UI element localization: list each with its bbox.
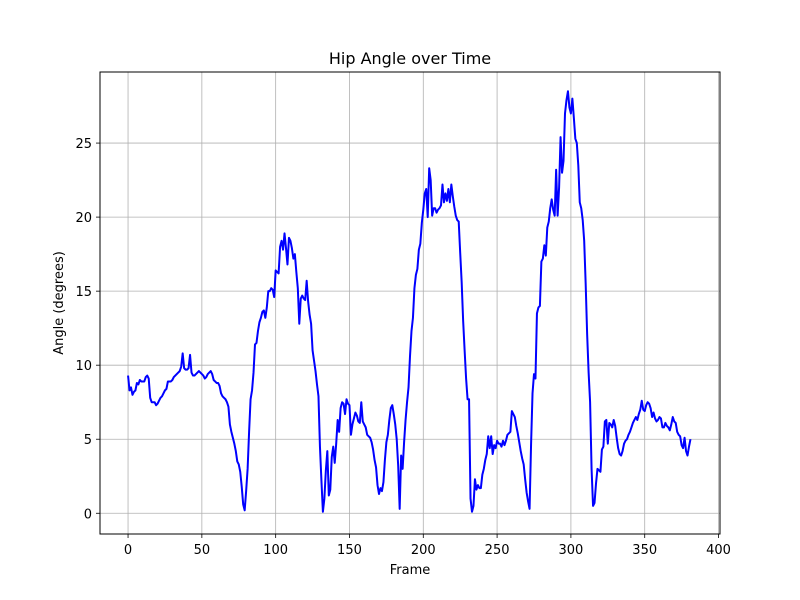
series-layer <box>127 90 692 513</box>
y-tick-label: 25 <box>75 137 92 152</box>
y-axis-ticks: 0 5 10 15 20 25 <box>75 137 100 522</box>
y-axis-label: Angle (degrees) <box>52 251 67 355</box>
x-tick-label: 150 <box>337 543 362 558</box>
chart-title: Hip Angle over Time <box>329 49 491 68</box>
x-tick-label: 350 <box>632 543 657 558</box>
x-axis-label: Frame <box>390 563 431 578</box>
x-axis-ticks: 0 50 100 150 200 250 300 350 400 <box>124 534 731 558</box>
x-tick-label: 400 <box>706 543 731 558</box>
plot-frame <box>99 71 721 535</box>
series-line-hip-angle <box>127 90 692 513</box>
y-tick-label: 5 <box>84 433 92 448</box>
x-tick-label: 0 <box>124 543 132 558</box>
y-tick-label: 20 <box>75 211 92 226</box>
y-tick-label: 0 <box>84 507 92 522</box>
x-tick-label: 300 <box>558 543 583 558</box>
y-tick-label: 10 <box>75 359 92 374</box>
plot-area <box>100 72 720 534</box>
x-tick-label: 250 <box>485 543 510 558</box>
x-tick-label: 100 <box>263 543 288 558</box>
x-tick-label: 50 <box>194 543 211 558</box>
y-tick-label: 15 <box>75 285 92 300</box>
x-tick-label: 200 <box>411 543 436 558</box>
